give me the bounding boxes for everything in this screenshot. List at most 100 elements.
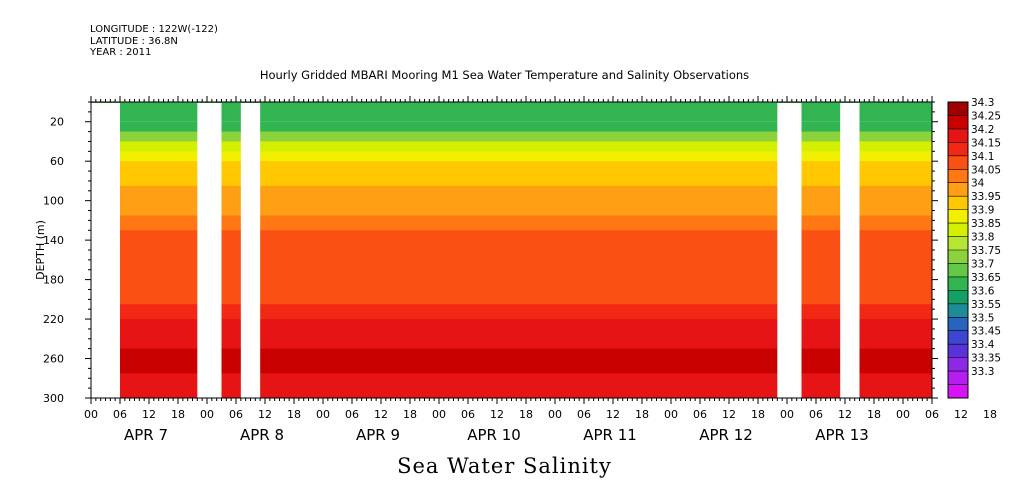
x-hour-label: 12 xyxy=(142,408,156,421)
salinity-band xyxy=(91,141,932,152)
colorbar-swatch xyxy=(948,276,968,291)
x-hour-label: 18 xyxy=(287,408,301,421)
colorbar-label: 33.3 xyxy=(971,366,994,378)
colorbar-swatch xyxy=(948,290,968,305)
colorbar-label: 33.9 xyxy=(971,205,994,217)
salinity-band xyxy=(91,373,932,389)
y-tick-label: 20 xyxy=(50,116,64,129)
x-axis: 00 06 12 18 00 06 12 18 00 06 12 18 00 06 12 18 00 06 12 18… xyxy=(84,96,997,444)
x-hour-label: 18 xyxy=(403,408,417,421)
x-day-label: APR 9 xyxy=(356,426,400,444)
colorbar-swatch xyxy=(948,223,968,237)
colorbar-label: 34.05 xyxy=(971,164,1001,176)
colorbar-label: 33.75 xyxy=(971,245,1001,257)
x-hour-label: 06 xyxy=(113,408,127,421)
colorbar-swatch xyxy=(948,330,968,345)
x-hour-label: 18 xyxy=(635,408,649,421)
x-axis-subtitle: Sea Water Salinity xyxy=(397,454,612,478)
colorbar-swatch xyxy=(948,357,968,372)
y-tick-label: 260 xyxy=(43,353,64,366)
data-gap xyxy=(240,103,261,398)
x-hour-label: 06 xyxy=(925,408,939,421)
colorbar-label: 33.35 xyxy=(971,353,1001,365)
salinity-band xyxy=(91,230,932,251)
y-tick-label: 60 xyxy=(50,155,64,168)
data-gaps xyxy=(91,103,1009,398)
colorbar-label: 34 xyxy=(971,178,985,190)
x-hour-label: 00 xyxy=(84,408,98,421)
colorbar-label: 33.6 xyxy=(971,285,995,297)
x-hour-label: 12 xyxy=(954,408,968,421)
colorbar-swatch xyxy=(948,209,968,224)
salinity-band xyxy=(91,304,932,320)
data-gap xyxy=(91,103,120,398)
x-hour-label: 06 xyxy=(809,408,823,421)
salinity-band xyxy=(91,161,932,172)
y-tick-label: 180 xyxy=(43,274,64,287)
plot-area xyxy=(91,102,1009,398)
location-metadata: LONGITUDE : 122W(-122) LATITUDE : 36.8N … xyxy=(90,24,218,59)
colorbar-swatch xyxy=(948,263,968,278)
x-day-label: APR 12 xyxy=(699,426,753,444)
y-tick-label: 300 xyxy=(43,392,64,405)
salinity-band xyxy=(91,388,932,398)
salinity-band xyxy=(91,319,932,335)
colorbar-swatch xyxy=(948,250,968,264)
x-hour-label: 12 xyxy=(374,408,388,421)
x-hour-label: 00 xyxy=(896,408,910,421)
salinity-contour-bands xyxy=(91,102,932,398)
x-hour-label: 18 xyxy=(519,408,533,421)
colorbar-swatch xyxy=(948,371,968,385)
y-tick-label: 140 xyxy=(43,234,64,247)
colorbar-swatch xyxy=(948,115,968,130)
colorbar-label: 33.95 xyxy=(971,191,1001,203)
x-hour-label: 00 xyxy=(548,408,562,421)
data-gap xyxy=(197,103,222,398)
colorbar-swatch xyxy=(948,102,968,116)
x-hour-label: 06 xyxy=(229,408,243,421)
year-label: YEAR : 2011 xyxy=(90,47,152,58)
y-tick-label: 220 xyxy=(43,313,64,326)
y-axis-title: DEPTH (m) xyxy=(34,220,47,280)
x-day-label: APR 11 xyxy=(583,426,637,444)
x-hour-label: 06 xyxy=(461,408,475,421)
x-day-label: APR 13 xyxy=(815,426,869,444)
data-gap xyxy=(840,103,860,398)
salinity-band xyxy=(91,102,932,122)
salinity-band xyxy=(91,333,932,350)
x-hour-label: 00 xyxy=(432,408,446,421)
salinity-band xyxy=(91,360,932,374)
x-hour-label: 12 xyxy=(606,408,620,421)
colorbar: 34.334.2534.234.1534.134.053433.9533.933… xyxy=(947,97,1001,399)
colorbar-label: 34.1 xyxy=(971,151,994,163)
x-hour-label: 06 xyxy=(693,408,707,421)
longitude-label: LONGITUDE : 122W(-122) xyxy=(90,24,218,35)
colorbar-label: 33.85 xyxy=(971,218,1001,230)
x-hour-label: 18 xyxy=(751,408,765,421)
colorbar-swatch xyxy=(948,384,968,399)
colorbar-label: 33.65 xyxy=(971,272,1001,284)
salinity-band xyxy=(91,121,932,133)
colorbar-swatch xyxy=(948,317,968,332)
x-hour-label: 18 xyxy=(983,408,997,421)
colorbar-label: 33.8 xyxy=(971,232,994,244)
colorbar-label: 33.4 xyxy=(971,339,995,351)
salinity-band xyxy=(91,215,932,231)
x-hour-label: 00 xyxy=(664,408,678,421)
salinity-band xyxy=(91,200,932,216)
latitude-label: LATITUDE : 36.8N xyxy=(90,35,178,47)
salinity-band xyxy=(91,348,932,362)
colorbar-swatch xyxy=(948,128,968,143)
colorbar-label: 34.15 xyxy=(971,137,1001,149)
x-day-label: APR 8 xyxy=(240,426,284,444)
x-hour-label: 18 xyxy=(171,408,185,421)
colorbar-label: 33.45 xyxy=(971,326,1001,338)
x-hour-label: 18 xyxy=(867,408,881,421)
colorbar-swatch xyxy=(948,155,968,170)
data-gap xyxy=(1000,103,1009,398)
x-hour-label: 12 xyxy=(722,408,736,421)
colorbar-label: 33.7 xyxy=(971,258,994,270)
x-day-label: APR 10 xyxy=(467,426,521,444)
colorbar-label: 34.25 xyxy=(971,110,1001,122)
x-hour-label: 00 xyxy=(200,408,214,421)
